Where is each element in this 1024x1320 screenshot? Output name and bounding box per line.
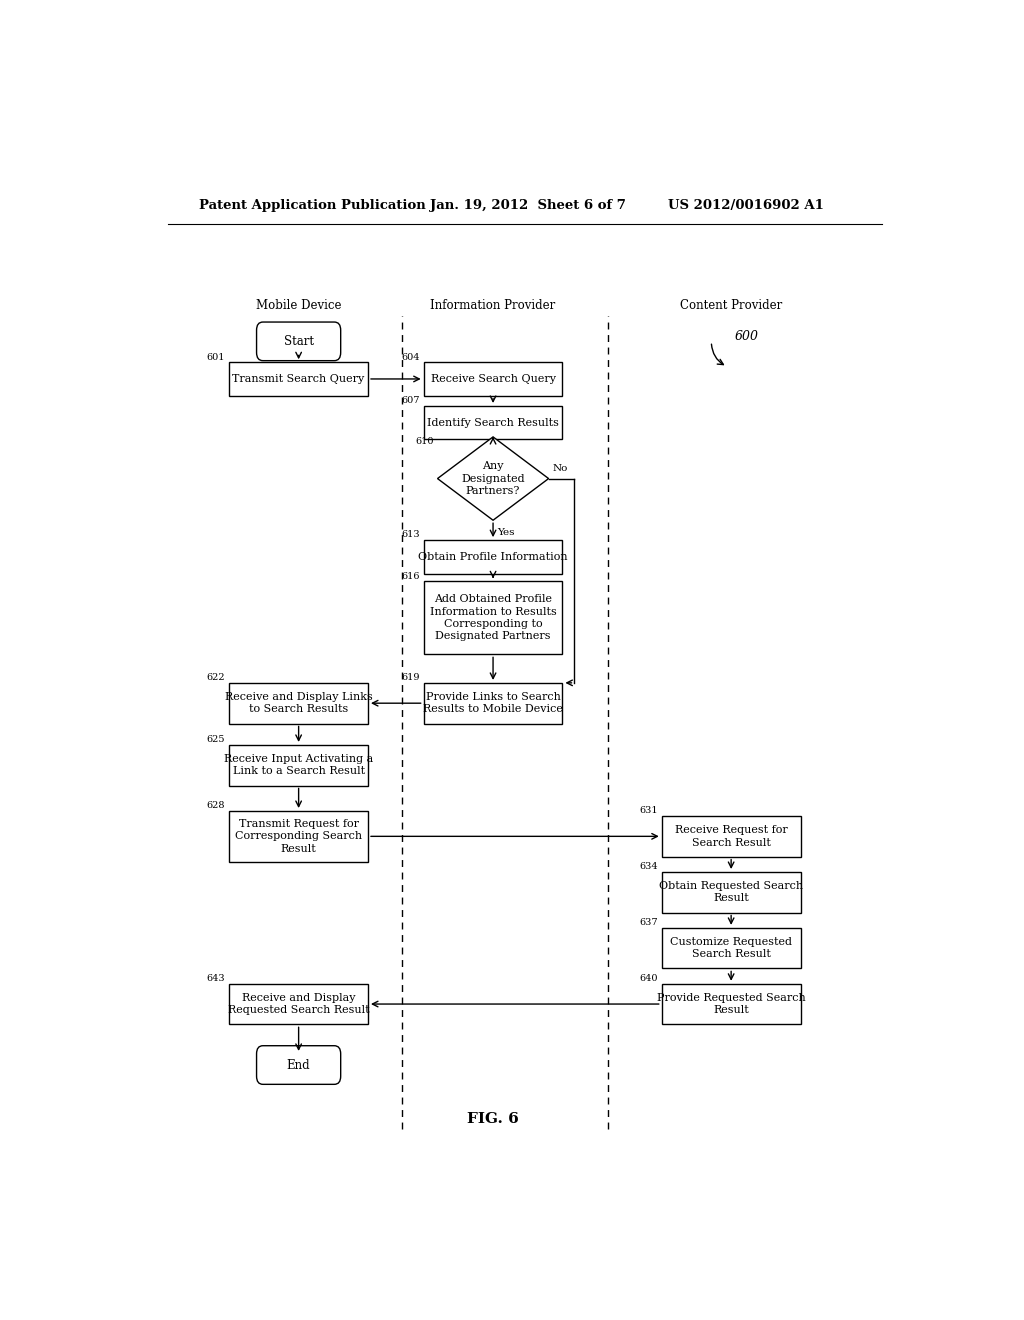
Text: Transmit Request for
Corresponding Search
Result: Transmit Request for Corresponding Searc… [236,818,362,854]
FancyBboxPatch shape [424,362,562,396]
Text: Jan. 19, 2012  Sheet 6 of 7: Jan. 19, 2012 Sheet 6 of 7 [430,198,626,211]
Text: 613: 613 [401,531,420,540]
Polygon shape [437,437,549,520]
FancyBboxPatch shape [257,322,341,360]
Text: Customize Requested
Search Result: Customize Requested Search Result [670,937,793,960]
Text: 625: 625 [207,735,225,744]
Text: 607: 607 [401,396,420,405]
Text: Information Provider: Information Provider [430,300,556,313]
Text: 640: 640 [639,974,657,983]
Text: Receive Search Query: Receive Search Query [430,374,556,384]
Text: 643: 643 [207,974,225,983]
Text: 634: 634 [639,862,657,871]
Text: Receive Input Activating a
Link to a Search Result: Receive Input Activating a Link to a Sea… [224,754,374,776]
Text: Patent Application Publication: Patent Application Publication [200,198,426,211]
Text: 610: 610 [415,437,433,446]
Text: Yes: Yes [497,528,514,537]
Text: Receive Request for
Search Result: Receive Request for Search Result [675,825,787,847]
FancyBboxPatch shape [257,1045,341,1084]
Text: Provide Links to Search
Results to Mobile Device: Provide Links to Search Results to Mobil… [423,692,563,714]
FancyBboxPatch shape [424,581,562,655]
Text: Content Provider: Content Provider [680,300,782,313]
Text: No: No [553,463,568,473]
Text: Obtain Profile Information: Obtain Profile Information [418,552,568,562]
FancyBboxPatch shape [229,810,368,862]
FancyBboxPatch shape [662,873,801,912]
FancyBboxPatch shape [424,405,562,440]
Text: Obtain Requested Search
Result: Obtain Requested Search Result [659,880,803,903]
FancyBboxPatch shape [229,682,368,723]
FancyBboxPatch shape [424,540,562,574]
FancyBboxPatch shape [424,682,562,723]
Text: Start: Start [284,335,313,348]
Text: Mobile Device: Mobile Device [256,300,341,313]
Text: 631: 631 [639,807,657,816]
FancyBboxPatch shape [662,928,801,969]
Text: US 2012/0016902 A1: US 2012/0016902 A1 [668,198,823,211]
Text: Add Obtained Profile
Information to Results
Corresponding to
Designated Partners: Add Obtained Profile Information to Resu… [430,594,556,642]
FancyBboxPatch shape [229,744,368,785]
Text: FIG. 6: FIG. 6 [467,1111,519,1126]
FancyBboxPatch shape [662,816,801,857]
Text: Transmit Search Query: Transmit Search Query [232,374,365,384]
Text: 628: 628 [207,801,225,810]
Text: 601: 601 [207,352,225,362]
Text: 619: 619 [401,673,420,682]
FancyBboxPatch shape [229,362,368,396]
Text: Any
Designated
Partners?: Any Designated Partners? [461,461,525,496]
Text: Receive and Display
Requested Search Result: Receive and Display Requested Search Res… [227,993,370,1015]
FancyBboxPatch shape [662,983,801,1024]
Text: 600: 600 [735,330,759,343]
Text: 622: 622 [207,673,225,682]
Text: Identify Search Results: Identify Search Results [427,417,559,428]
Text: Provide Requested Search
Result: Provide Requested Search Result [656,993,806,1015]
Text: 616: 616 [401,572,420,581]
FancyBboxPatch shape [229,983,368,1024]
Text: 604: 604 [401,352,420,362]
Text: 637: 637 [639,919,657,927]
Text: End: End [287,1059,310,1072]
Text: Receive and Display Links
to Search Results: Receive and Display Links to Search Resu… [224,692,373,714]
